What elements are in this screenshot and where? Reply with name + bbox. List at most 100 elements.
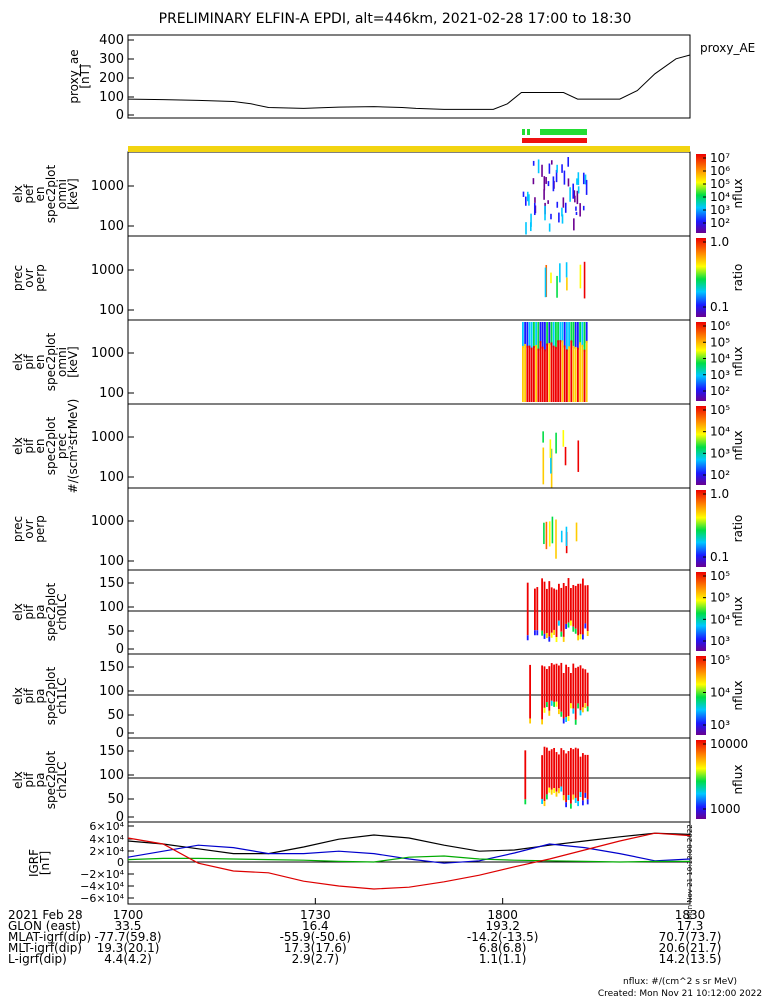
spectrogram-column: [566, 322, 568, 352]
pitch-angle-column: [574, 667, 577, 720]
ephemeris-value: 2.9(2.7): [292, 952, 340, 966]
colorbar-title: nflux: [731, 681, 745, 711]
ephemeris-value: 1800: [487, 908, 518, 922]
ephemeris-value: 33.5: [115, 919, 142, 933]
colorbar-label: 10⁷: [710, 151, 730, 165]
colorbar-label: 10⁵: [710, 335, 730, 349]
spectrogram-streak: [550, 448, 552, 474]
pitch-angle-column: [555, 663, 558, 702]
ephemeris-value: -14.2(-13.5): [467, 930, 538, 944]
pitch-angle-column: [558, 583, 560, 621]
pitch-angle-edge: [555, 701, 558, 707]
panel-frame: [127, 34, 691, 119]
y-tick-label: 50: [107, 708, 124, 723]
ephemeris-value: 1700: [113, 908, 144, 922]
y-tick-label: 1000: [91, 179, 124, 194]
y-axis-label: pa: [33, 605, 47, 620]
pitch-angle-column: [577, 748, 579, 802]
spectrogram-column: [530, 322, 533, 350]
spectrogram-dot: [577, 186, 580, 194]
y-tick-label: 150: [99, 576, 124, 591]
spectrogram-dot: [541, 164, 543, 177]
spectrogram-column: [555, 346, 557, 402]
pitch-angle-column: [562, 672, 565, 719]
spectrogram-column: [585, 340, 588, 402]
spectrogram-dot: [569, 187, 571, 202]
ephemeris-value: 4.4(4.2): [104, 952, 152, 966]
colorbar-label: 10⁶: [710, 319, 730, 333]
y-axis-label: en: [33, 187, 47, 202]
colorbar-strip: [696, 406, 706, 485]
spectrogram-column: [581, 322, 584, 347]
panels-group: 4003002001000proxy_ae[nT]proxy_AE1000100…: [11, 33, 755, 920]
pitch-angle-column: [550, 587, 553, 633]
pitch-angle-column: [524, 750, 527, 800]
spectrogram-column: [570, 340, 573, 402]
spectrogram-column: [537, 348, 540, 402]
spectrogram-marks: [542, 430, 580, 488]
ephemeris-row-label: L-igrf(dip): [8, 952, 67, 966]
spectrogram-column: [539, 341, 542, 402]
colorbar-title: ratio: [731, 264, 745, 292]
proxy-ae-line: [127, 54, 691, 110]
pitch-angle-edge: [558, 709, 560, 715]
spectrogram-streak: [545, 521, 548, 550]
y-tick-label: −6×10⁴: [80, 892, 124, 905]
y-axis-label: ch0LC: [55, 594, 69, 631]
pitch-angle-edge: [553, 629, 555, 635]
y-axis-label: spec2plot: [44, 164, 58, 223]
y-axis-label: perp: [33, 264, 47, 292]
pitch-angle-edge: [586, 631, 589, 637]
footer-units: nflux: #/(cm^2 s sr MeV): [623, 977, 737, 987]
y-axis-label: elx: [11, 185, 25, 203]
pitch-angle-column: [546, 668, 548, 703]
pitch-angle-edge: [570, 803, 572, 809]
pitch-angle-edge: [560, 631, 563, 637]
spectrogram-dot: [585, 179, 588, 195]
pitch-angle-column: [558, 754, 560, 789]
y-axis-label: elx: [11, 603, 25, 621]
spectrogram-dot: [573, 190, 576, 199]
spectrogram-column: [544, 349, 546, 402]
spectrogram-column: [533, 346, 535, 402]
spectrogram-column: [550, 322, 553, 345]
y-axis-label: pa: [33, 773, 47, 788]
spectrogram-dot: [567, 157, 570, 167]
y-tick-label: 1000: [91, 430, 124, 445]
spectrogram-dot: [548, 223, 551, 232]
panel-frame: [127, 487, 691, 571]
colorbar-title: nflux: [731, 597, 745, 627]
y-tick-label: 1000: [91, 263, 124, 278]
pitch-angle-edge: [584, 703, 587, 709]
pitch-angle-edge: [560, 786, 563, 792]
colorbar-label: 1.0: [710, 487, 729, 501]
igrf-series-line-2: [127, 855, 690, 863]
spectrogram-column: [566, 349, 568, 402]
colorbar-strip: [696, 656, 706, 735]
spectrogram-streak: [583, 261, 586, 299]
spectrogram-dot: [545, 177, 547, 184]
spectrogram-streak: [551, 516, 554, 544]
panel-frame: [127, 653, 691, 739]
pitch-angle-edge: [582, 707, 584, 713]
spectrogram-column: [524, 322, 526, 346]
pitch-angle-column: [584, 585, 587, 624]
spectrogram-dot: [532, 160, 535, 166]
panel-frame: [127, 319, 691, 405]
spectrogram-marks: [544, 261, 586, 299]
colorbar-label: 10⁵: [710, 177, 730, 191]
colorbar-label: 10⁵: [710, 591, 730, 605]
spectrogram-column: [563, 322, 566, 348]
spectrogram-streak: [548, 521, 551, 547]
colorbar-strip: [696, 154, 706, 233]
spectrogram-dot: [525, 222, 527, 235]
spectrogram-column: [559, 340, 562, 402]
pitch-angle-column: [582, 668, 584, 708]
spectrogram-column: [572, 322, 575, 348]
spectrogram-dot: [577, 172, 580, 186]
pitch-angle-edge: [579, 634, 582, 640]
pitch-angle-edge: [574, 628, 577, 634]
ephemeris-value: 17.3(17.6): [284, 941, 347, 955]
pitch-angle-column: [548, 666, 551, 711]
